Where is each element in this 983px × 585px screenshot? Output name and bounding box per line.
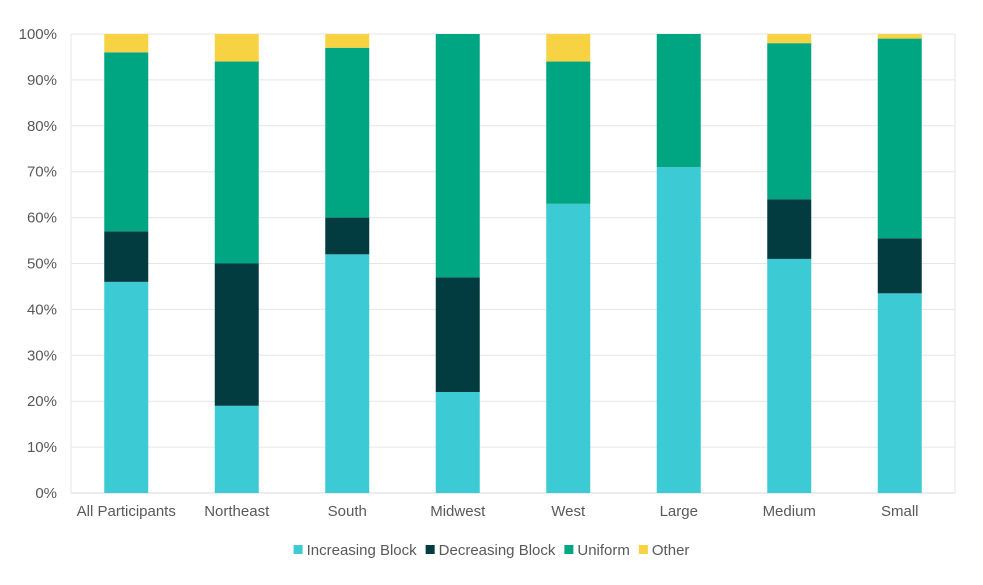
x-tick-label: Northeast [204, 503, 270, 520]
bar-segment-increasing-block [546, 203, 591, 493]
bar-segment-uniform [214, 61, 259, 264]
bar-segment-decreasing-block [435, 277, 480, 393]
legend: Increasing Block Decreasing Block Uniform O… [293, 542, 690, 559]
bar-segment-decreasing-block [104, 231, 149, 282]
bar-segment-decreasing-block [767, 199, 812, 259]
bar-segment-other [546, 34, 591, 62]
y-tick-label: 30% [27, 347, 57, 364]
bar-segment-decreasing-block [214, 263, 259, 406]
y-tick-label: 50% [27, 256, 57, 273]
bar-segment-uniform [325, 47, 370, 218]
x-tick-label: Small [881, 503, 919, 520]
y-tick-label: 10% [27, 439, 57, 456]
legend-label: Uniform [577, 542, 630, 559]
legend-swatch [564, 545, 574, 554]
y-tick-label: 60% [27, 210, 57, 227]
x-axis-tick-labels: All Participants Northeast South Midwest Wes… [77, 503, 919, 520]
bar-segment-uniform [767, 43, 812, 200]
bar-segment-increasing-block [104, 281, 149, 493]
legend-label: Other [652, 542, 690, 559]
legend-item: Other [638, 542, 690, 559]
x-tick-label: Midwest [430, 503, 486, 520]
bar-segment-increasing-block [325, 254, 370, 493]
y-tick-label: 100% [19, 26, 57, 43]
x-tick-label: All Participants [77, 503, 176, 520]
bar-segment-other [104, 34, 149, 53]
bars [104, 34, 922, 494]
bar-segment-uniform [104, 52, 149, 232]
y-tick-label: 0% [35, 485, 57, 502]
bar-segment-increasing-block [877, 293, 922, 493]
bar-segment-increasing-block [214, 405, 259, 493]
y-tick-label: 20% [27, 393, 57, 410]
bar-segment-uniform [435, 34, 480, 278]
x-tick-label: Medium [763, 503, 816, 520]
legend-swatch [293, 545, 303, 554]
gridlines [70, 33, 956, 494]
y-tick-label: 70% [27, 164, 57, 181]
bar-segment-uniform [877, 38, 922, 239]
bar-segment-decreasing-block [325, 217, 370, 255]
bar-segment-other [877, 34, 922, 39]
bar-segment-other [214, 34, 259, 62]
bar-segment-increasing-block [767, 258, 812, 493]
legend-item: Decreasing Block [425, 542, 556, 559]
legend-swatch [425, 545, 435, 554]
bar-segment-other [767, 34, 812, 44]
bar-segment-increasing-block [656, 167, 701, 494]
bar-segment-decreasing-block [877, 238, 922, 294]
y-tick-label: 40% [27, 301, 57, 318]
legend-swatch [638, 545, 648, 554]
bar-segment-other [325, 34, 370, 48]
x-tick-label: South [328, 503, 367, 520]
x-tick-label: West [551, 503, 586, 520]
y-tick-label: 80% [27, 118, 57, 135]
legend-label: Decreasing Block [439, 542, 556, 559]
legend-label: Increasing Block [307, 542, 418, 559]
y-axis-tick-labels: 0% 10% 20% 30% 40% 50% 60% 70% 80% 90% 100% [19, 26, 57, 502]
bar-segment-uniform [546, 61, 591, 204]
legend-item: Increasing Block [293, 542, 418, 559]
legend-item: Uniform [564, 542, 630, 559]
x-tick-label: Large [660, 503, 698, 520]
bar-segment-increasing-block [435, 392, 480, 493]
bar-segment-uniform [656, 34, 701, 168]
y-tick-label: 90% [27, 72, 57, 89]
